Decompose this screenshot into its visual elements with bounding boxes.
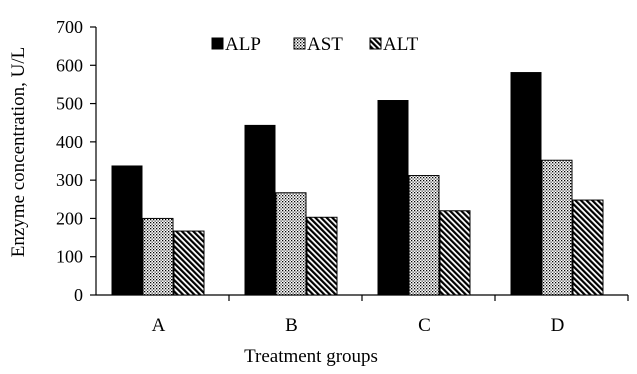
- legend-swatch-alt: [369, 37, 382, 50]
- bar-alt-d: [572, 199, 604, 296]
- legend-swatch-ast: [293, 37, 306, 50]
- bar-alt-c: [439, 210, 471, 296]
- legend: ALP AST ALT: [211, 34, 419, 55]
- y-tick-label: 300: [56, 170, 83, 190]
- x-tick-label-b: B: [285, 315, 298, 336]
- bar-ast-d: [541, 159, 573, 296]
- y-tick-label: 700: [56, 17, 83, 37]
- bars-group: [111, 72, 604, 296]
- bar-alt-a: [173, 230, 205, 296]
- bar-alp-a: [111, 165, 143, 296]
- x-axis-label: Treatment groups: [244, 346, 378, 367]
- y-tick-label: 400: [56, 132, 83, 152]
- bar-alt-b: [306, 216, 338, 296]
- legend-label-alt: ALT: [383, 34, 419, 55]
- bar-ast-c: [408, 175, 440, 296]
- y-tick-label: 200: [56, 208, 83, 228]
- legend-label-ast: AST: [307, 34, 343, 55]
- x-tick-label-d: D: [551, 315, 565, 336]
- y-tick-label: 100: [56, 247, 83, 267]
- legend-swatch-alp: [211, 37, 224, 50]
- y-tick-label: 500: [56, 94, 83, 114]
- bar-alp-d: [510, 72, 542, 296]
- y-tick-label: 0: [74, 285, 83, 305]
- y-axis-label: Enzyme concentration, U/L: [8, 47, 29, 258]
- bar-alp-b: [244, 124, 276, 296]
- x-tick-label-a: A: [152, 315, 166, 336]
- x-tick-label-c: C: [418, 315, 431, 336]
- bar-ast-b: [275, 192, 307, 296]
- bar-alp-c: [377, 100, 409, 296]
- bar-ast-a: [142, 217, 174, 296]
- legend-label-alp: ALP: [225, 34, 261, 55]
- y-tick-label: 600: [56, 55, 83, 75]
- tick-labels: 0 100 200 300 400 500 600 700 A B C D: [56, 17, 564, 336]
